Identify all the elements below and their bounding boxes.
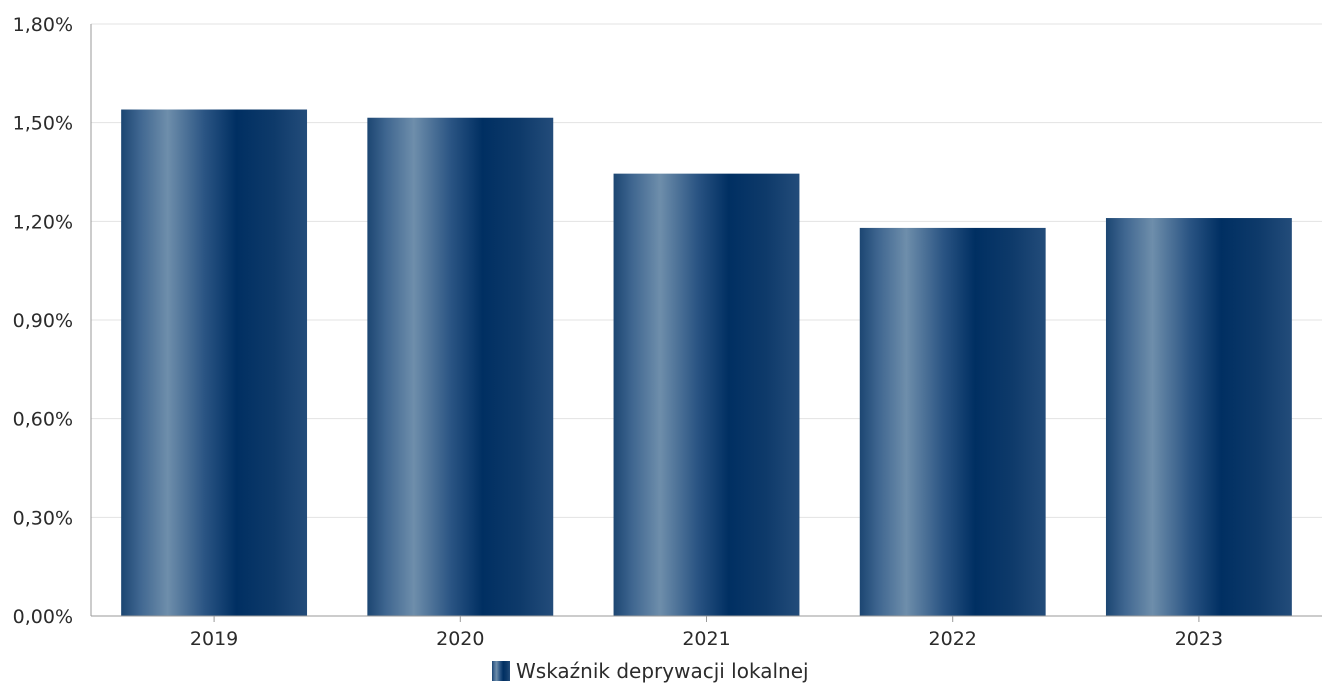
bar-2020 <box>367 117 554 616</box>
x-tick-label: 2023 <box>1175 628 1223 650</box>
x-tick-label: 2021 <box>682 628 730 650</box>
y-tick-label: 0,90% <box>13 310 73 332</box>
bars <box>121 109 1292 617</box>
y-tick-label: 1,80% <box>13 14 73 36</box>
bar-2023 <box>1105 218 1292 617</box>
bar-2019 <box>121 109 308 616</box>
bar-2021 <box>613 173 800 616</box>
y-tick-label: 0,60% <box>13 409 73 431</box>
y-axis: 0,00% 0,30% 0,60% 0,90% 1,20% 1,50% 1,80% <box>13 14 92 628</box>
x-axis: 2019 2020 2021 2022 2023 <box>91 615 1322 650</box>
y-tick-label: 0,00% <box>13 606 73 628</box>
y-tick-label: 1,50% <box>13 113 73 135</box>
x-tick-label: 2020 <box>436 628 484 650</box>
legend-label: Wskaźnik deprywacji lokalnej <box>516 659 809 683</box>
x-tick-label: 2019 <box>190 628 238 650</box>
y-tick-label: 1,20% <box>13 211 73 233</box>
legend: Wskaźnik deprywacji lokalnej <box>492 659 809 683</box>
bar-2022 <box>859 227 1046 616</box>
legend-swatch <box>492 661 510 681</box>
y-tick-label: 0,30% <box>13 507 73 529</box>
x-tick-label: 2022 <box>929 628 977 650</box>
